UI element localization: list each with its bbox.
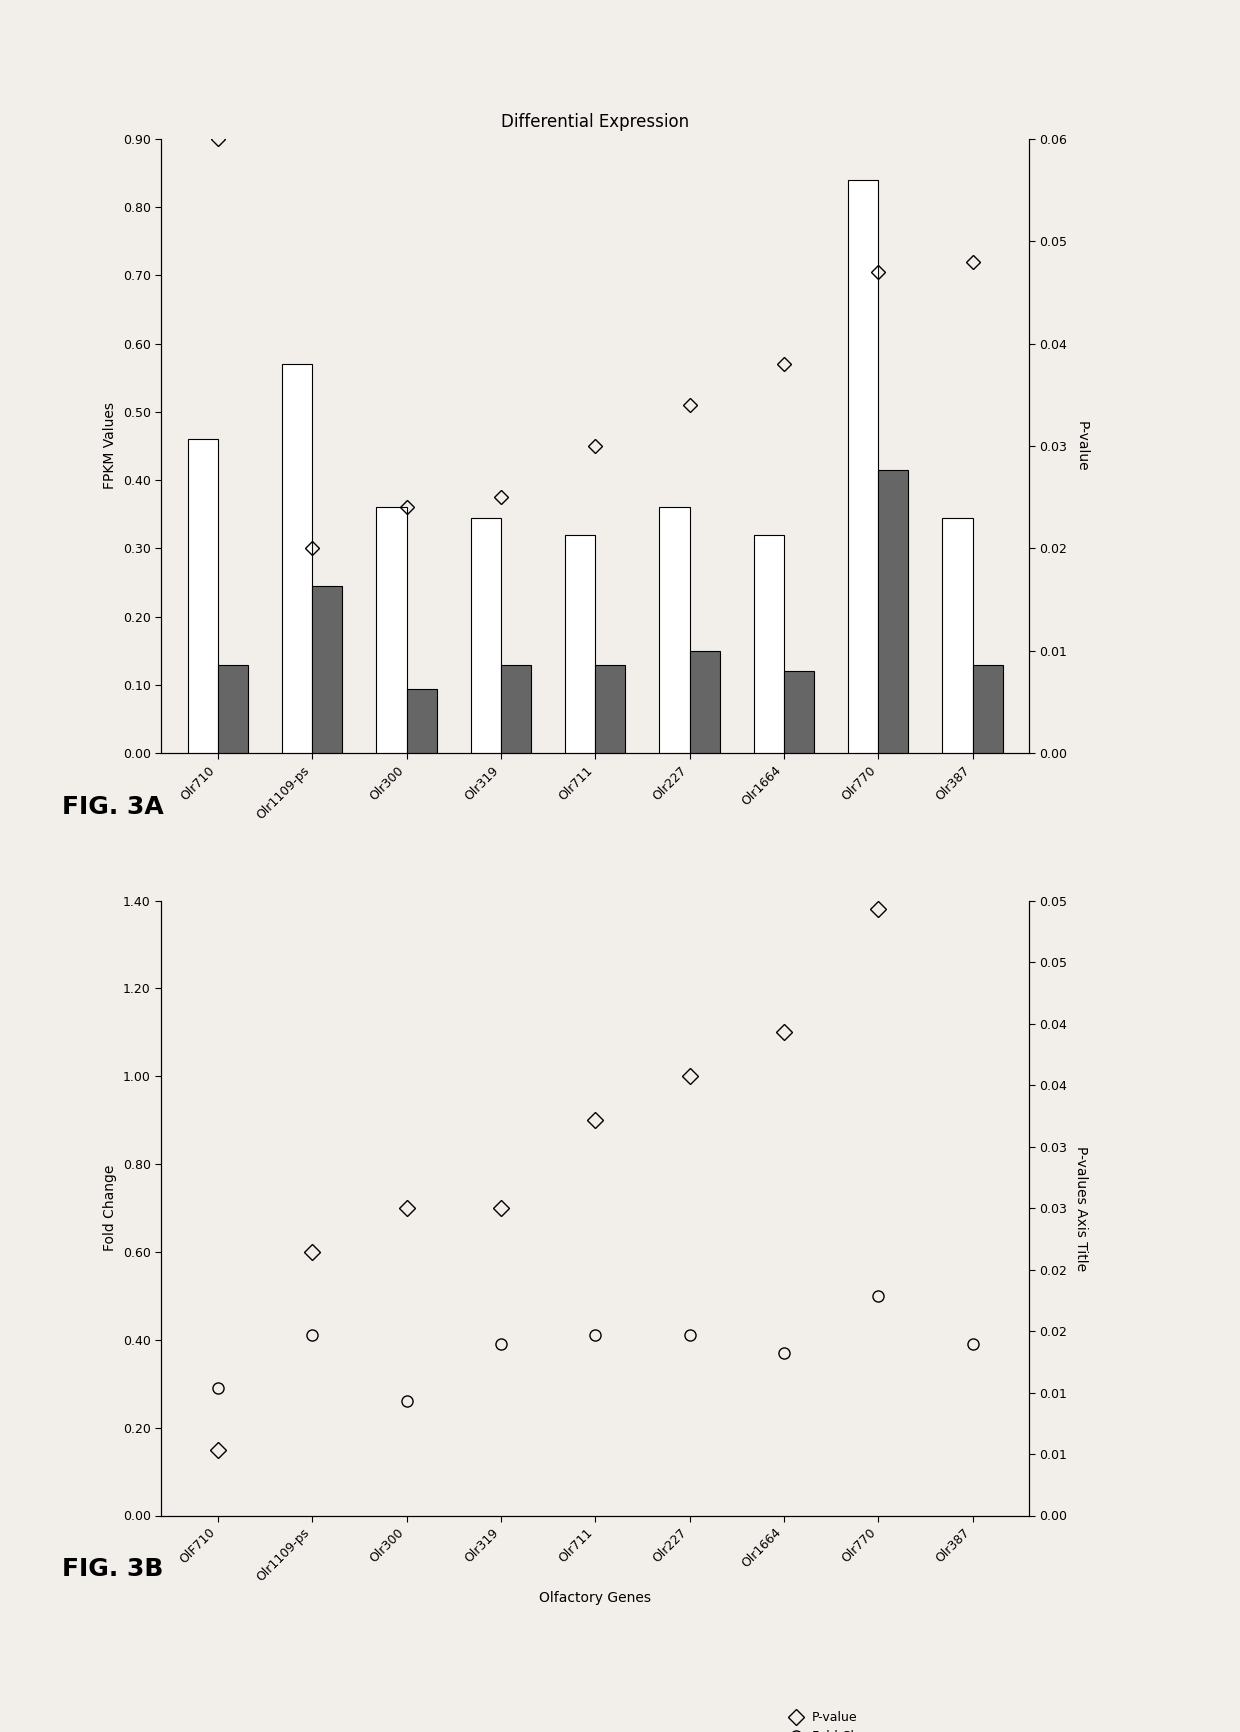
Bar [689, 651, 719, 753]
Text: FIG. 3B: FIG. 3B [62, 1557, 164, 1581]
Bar [972, 665, 1003, 753]
Text: FIG. 3A: FIG. 3A [62, 795, 164, 819]
Bar [407, 689, 436, 753]
Y-axis label: P-value: P-value [1074, 421, 1089, 471]
Bar [501, 665, 531, 753]
Bar [565, 535, 595, 753]
Y-axis label: Fold Change: Fold Change [103, 1166, 118, 1251]
Bar [312, 585, 342, 753]
Bar [376, 507, 407, 753]
Y-axis label: P-values Axis Title: P-values Axis Title [1074, 1145, 1089, 1271]
Bar [281, 364, 312, 753]
Bar [218, 665, 248, 753]
Y-axis label: FPKM Values: FPKM Values [103, 402, 118, 490]
Bar [660, 507, 689, 753]
Bar [471, 518, 501, 753]
Legend: P-value, Fold Change: P-value, Fold Change [782, 1706, 894, 1732]
X-axis label: Olfactory Genes: Olfactory Genes [539, 1592, 651, 1606]
Bar [784, 672, 815, 753]
Bar [187, 440, 218, 753]
Title: Differential Expression: Differential Expression [501, 114, 689, 132]
Bar [942, 518, 972, 753]
Bar [754, 535, 784, 753]
Bar [595, 665, 625, 753]
Bar [878, 469, 909, 753]
Legend: Blank, TNT, P-value: Blank, TNT, P-value [485, 994, 706, 1017]
Bar [848, 180, 878, 753]
